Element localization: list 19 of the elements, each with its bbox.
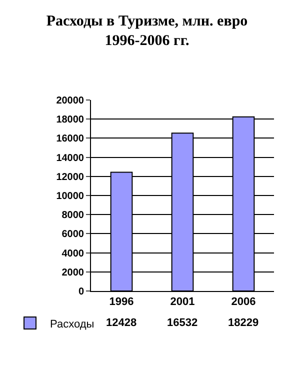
y-tick-label: 0 xyxy=(78,286,84,298)
y-tick-label: 14000 xyxy=(56,152,84,164)
x-tick-label: 1996 xyxy=(109,296,134,308)
x-tick-label: 2006 xyxy=(231,296,256,308)
y-tick-label: 10000 xyxy=(56,191,84,202)
x-tick-label: 2001 xyxy=(170,296,195,308)
y-tick-label: 12000 xyxy=(56,172,84,183)
data-label: 18229 xyxy=(228,317,259,329)
y-tick-label: 2000 xyxy=(62,267,84,278)
y-tick-label: 6000 xyxy=(62,229,84,240)
data-label: 16532 xyxy=(167,317,198,329)
data-label: 12428 xyxy=(106,317,137,329)
y-tick-label: 4000 xyxy=(62,248,84,260)
legend-label: Расходы xyxy=(50,318,94,330)
y-tick-label: 18000 xyxy=(56,114,84,126)
y-tick-label: 20000 xyxy=(56,96,84,106)
y-tick-label: 16000 xyxy=(56,134,84,145)
y-tick-label: 8000 xyxy=(62,210,84,222)
chart-title: Расходы в Туризме, млн. евро 1996-2006 гг. xyxy=(46,13,248,49)
